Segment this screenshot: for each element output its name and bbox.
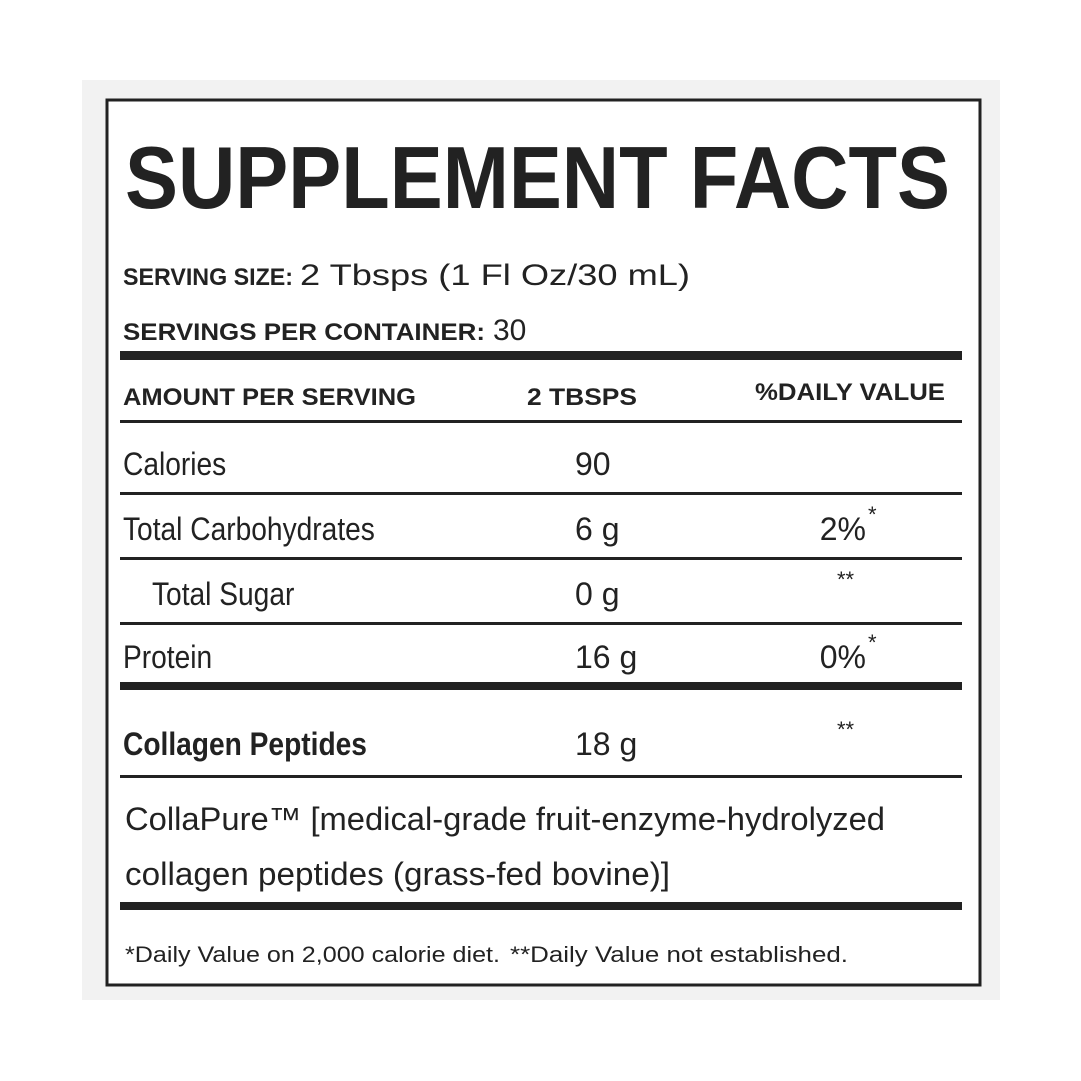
- nutrient-name: Total Sugar: [152, 577, 294, 612]
- thick-rule: [120, 902, 962, 910]
- nutrient-name: Total Carbohydrates: [123, 512, 375, 547]
- daily-value: 2%: [820, 511, 866, 547]
- daily-value-note: **: [837, 567, 855, 592]
- daily-value-note: **: [837, 717, 855, 742]
- amount: 0 g: [575, 576, 619, 612]
- footnote: **Daily Value not established.: [510, 942, 848, 967]
- amount: 16 g: [575, 639, 637, 675]
- nutrient-name: Collagen Peptides: [123, 727, 367, 762]
- rule: [120, 557, 962, 560]
- amount: 18 g: [575, 726, 637, 762]
- column-header: 2 TBSPS: [527, 384, 637, 411]
- facts-box: [105, 98, 982, 987]
- serving-size: 2 Tbsps (1 Fl Oz/30 mL): [300, 259, 690, 292]
- column-header: %DAILY VALUE: [755, 379, 945, 406]
- column-header: AMOUNT PER SERVING: [123, 384, 416, 411]
- nutrient-name: Protein: [123, 640, 212, 675]
- rule: [120, 682, 962, 690]
- servings: 30: [493, 314, 526, 347]
- rule: [120, 775, 962, 778]
- serving-size-label: SERVING SIZE:: [123, 264, 293, 291]
- rule: [120, 492, 962, 495]
- daily-value-note: *: [868, 630, 877, 655]
- rule: [120, 622, 962, 625]
- title: SUPPLEMENT FACTS: [125, 128, 950, 227]
- servings-label: SERVINGS PER CONTAINER:: [123, 319, 485, 346]
- description: collagen peptides (grass-fed bovine)]: [125, 856, 670, 892]
- daily-value-note: *: [868, 502, 877, 527]
- description: CollaPure™ [medical-grade fruit-enzyme-h…: [125, 801, 885, 837]
- footnote: *Daily Value on 2,000 calorie diet.: [125, 942, 500, 967]
- rule: [120, 420, 962, 423]
- amount: 90: [575, 446, 611, 482]
- thick-rule: [120, 351, 962, 360]
- nutrient-name: Calories: [123, 447, 226, 482]
- amount: 6 g: [575, 511, 619, 547]
- daily-value: 0%: [820, 639, 866, 675]
